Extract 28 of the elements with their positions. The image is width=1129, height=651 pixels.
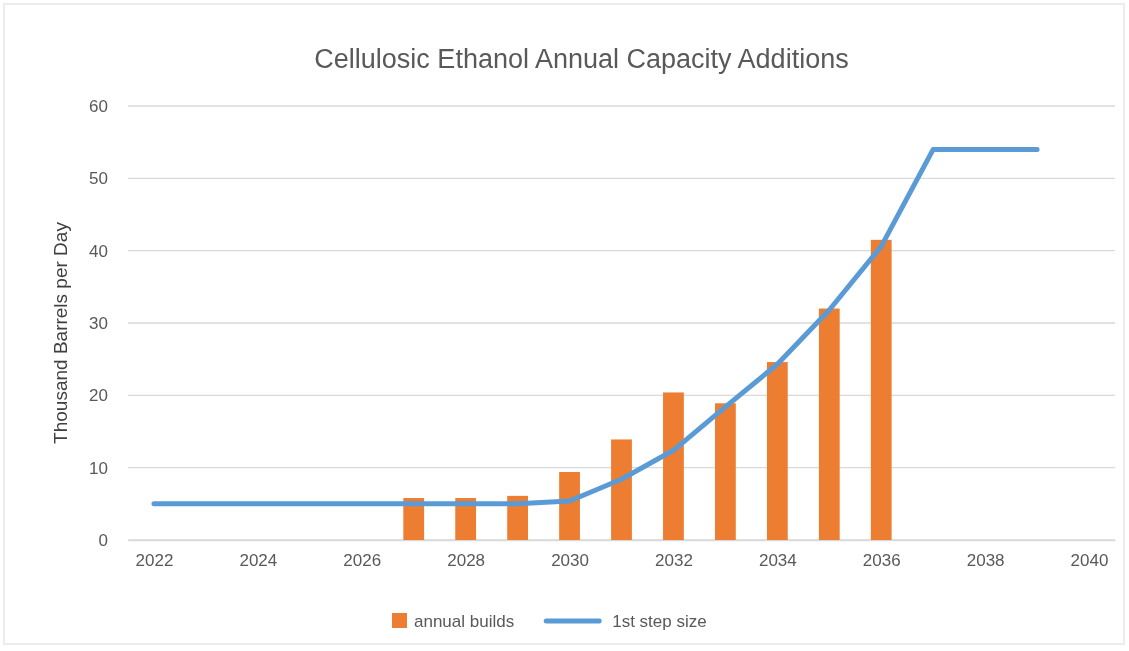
x-tick-label: 2026 [343, 551, 382, 571]
x-tick-label: 2022 [135, 551, 174, 571]
x-tick-label: 2024 [239, 551, 278, 571]
y-tick-label: 0 [98, 530, 108, 550]
y-tick-label: 60 [89, 96, 108, 116]
x-tick-label: 2034 [758, 551, 797, 571]
chart-title: Cellulosic Ethanol Annual Capacity Additions [314, 44, 849, 74]
legend-label: 1st step size [612, 612, 707, 631]
y-axis-title: Thousand Barrels per Day [50, 221, 71, 444]
bar [663, 392, 684, 540]
x-tick-label: 2040 [1070, 551, 1109, 571]
y-tick-label: 40 [89, 241, 108, 261]
bar [611, 439, 632, 540]
x-tick-label: 2032 [655, 551, 693, 571]
x-tick-label: 2038 [966, 551, 1005, 571]
bar [818, 308, 840, 540]
y-tick-label: 10 [89, 458, 108, 478]
x-tick-label: 2036 [862, 551, 901, 571]
x-tick-label: 2028 [447, 551, 486, 571]
bar [559, 472, 580, 540]
y-tick-label: 30 [89, 313, 108, 333]
bar [870, 239, 892, 540]
legend-label: annual builds [414, 612, 515, 631]
bar [715, 403, 736, 540]
y-tick-label: 20 [89, 386, 108, 406]
y-tick-label: 50 [89, 169, 108, 189]
bar [766, 362, 788, 540]
x-tick-label: 2030 [551, 551, 589, 571]
